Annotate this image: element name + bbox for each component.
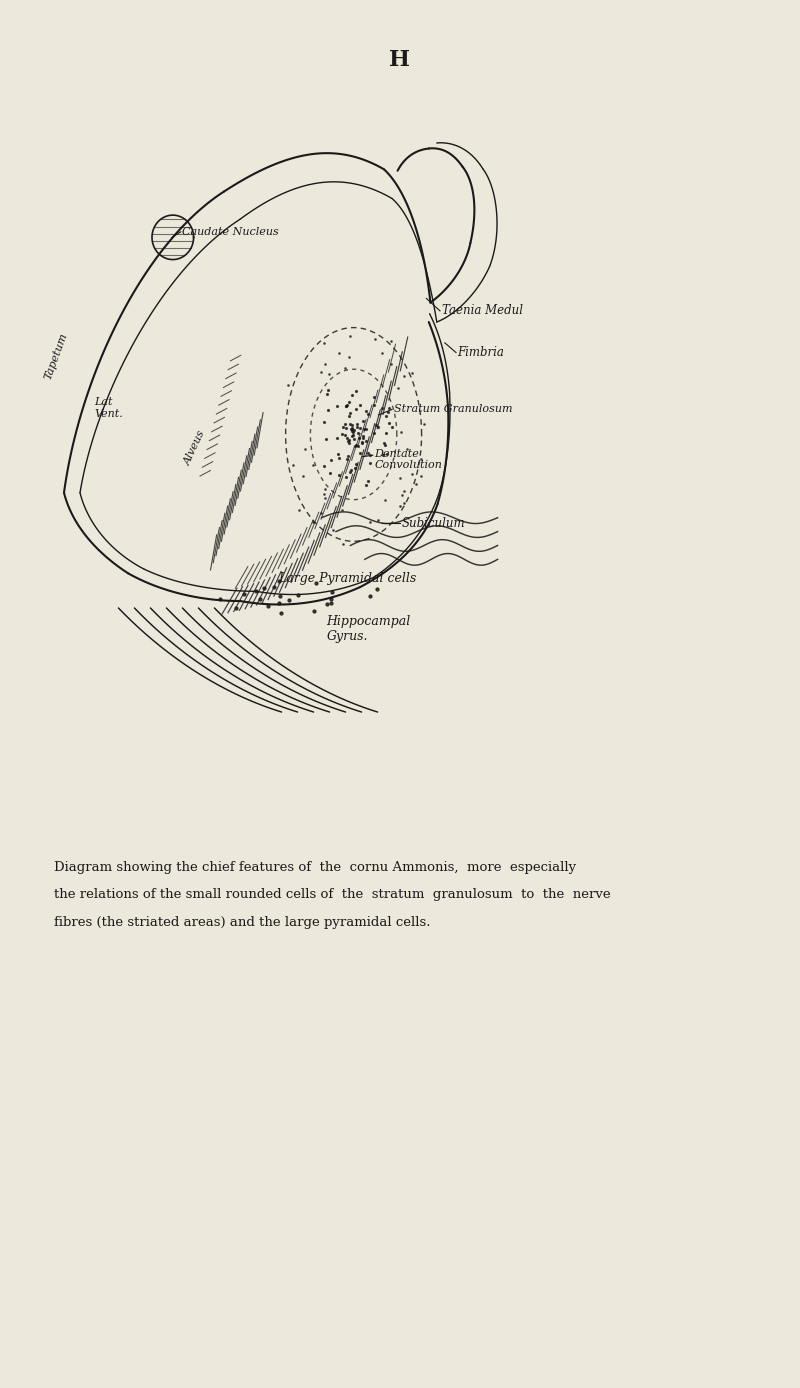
Text: Caudate Nucleus: Caudate Nucleus (182, 226, 279, 237)
Text: H: H (390, 49, 410, 71)
Text: fibres (the striated areas) and the large pyramidal cells.: fibres (the striated areas) and the larg… (54, 916, 431, 929)
Text: Lat
Vent.: Lat Vent. (94, 397, 123, 419)
Text: the relations of the small rounded cells of  the  stratum  granulosum  to  the  : the relations of the small rounded cells… (54, 888, 611, 901)
Text: Diagram showing the chief features of  the  cornu Ammonis,  more  especially: Diagram showing the chief features of th… (54, 861, 577, 873)
Text: Fimbria: Fimbria (458, 346, 505, 359)
Text: Stratum Granulosum: Stratum Granulosum (394, 404, 512, 415)
Text: Alveus: Alveus (182, 429, 208, 468)
Text: Tapetum: Tapetum (43, 332, 69, 382)
Text: Hippocampal
Gyrus.: Hippocampal Gyrus. (326, 615, 410, 643)
Text: Large Pyramidal cells: Large Pyramidal cells (278, 572, 417, 586)
Text: Subiculum: Subiculum (402, 516, 466, 530)
Text: Dentate
Convolution: Dentate Convolution (374, 448, 442, 471)
Text: Taenia Medul: Taenia Medul (442, 304, 522, 318)
